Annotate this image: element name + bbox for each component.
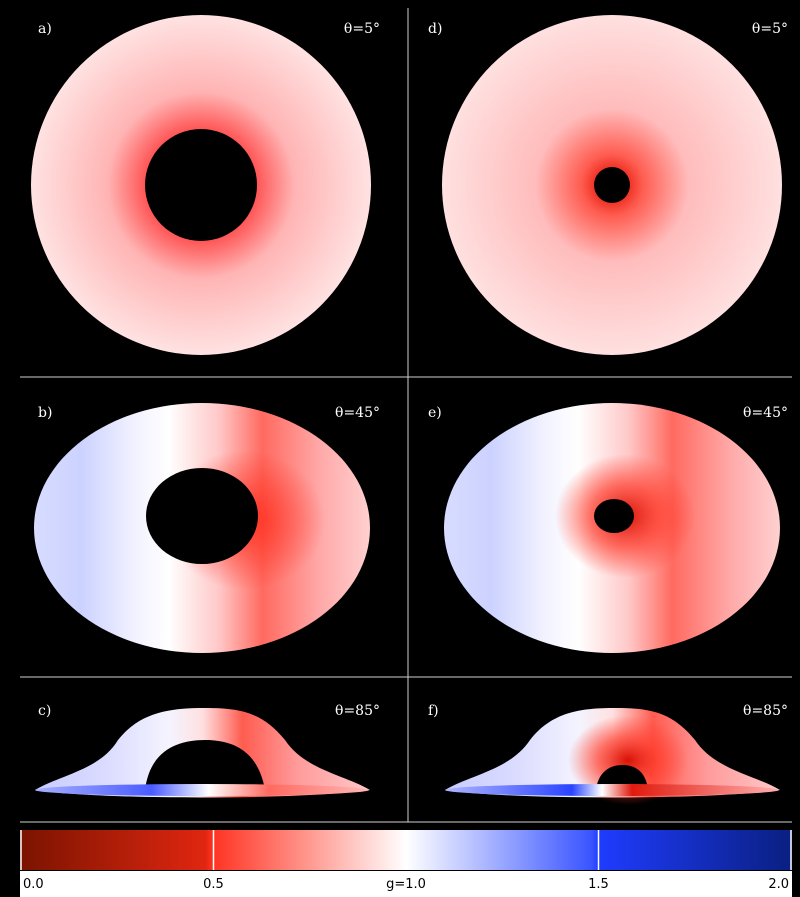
colorbar-tick-label: g=1.0 — [386, 877, 426, 892]
panel-e: e) θ=45° — [428, 403, 788, 653]
panel-f: f) θ=85° — [428, 703, 788, 805]
shadow-e — [594, 499, 634, 533]
angle-label-d: θ=5° — [752, 21, 788, 37]
shadow-f — [596, 765, 648, 790]
panel-d: d) θ=5° — [428, 15, 788, 355]
panel-label-b: b) — [38, 405, 52, 421]
panel-label-e: e) — [428, 405, 442, 421]
shadow-d — [594, 167, 630, 203]
panel-label-a: a) — [38, 21, 52, 37]
disk-plane-f — [445, 784, 779, 796]
panel-label-f: f) — [428, 703, 439, 719]
shadow-b — [146, 468, 258, 564]
grid-lines — [20, 8, 792, 823]
panel-c: c) θ=85° — [35, 703, 380, 798]
colorbar-tick-label: 0.0 — [23, 877, 44, 892]
panel-a: a) θ=5° — [31, 15, 380, 355]
colorbar-ticks: 0.0 0.5 g=1.0 1.5 2.0 — [20, 830, 792, 892]
angle-label-a: θ=5° — [344, 21, 380, 37]
colorbar-tick-label: 0.5 — [203, 877, 224, 892]
shadow-c — [145, 740, 265, 790]
angle-label-f: θ=85° — [743, 703, 788, 719]
panel-label-d: d) — [428, 21, 442, 37]
colorbar-tick-label: 1.5 — [588, 877, 609, 892]
colorbar: 0.0 0.5 g=1.0 1.5 2.0 — [20, 830, 792, 897]
colorbar-tick-label: 2.0 — [768, 877, 789, 892]
panel-b: b) θ=45° — [34, 403, 380, 653]
colorbar-label-strip — [20, 871, 792, 897]
shadow-a — [145, 129, 257, 241]
angle-label-e: θ=45° — [743, 405, 788, 421]
disk-plane-c — [35, 784, 369, 796]
angle-label-b: θ=45° — [335, 405, 380, 421]
panel-label-c: c) — [38, 703, 51, 719]
angle-label-c: θ=85° — [335, 703, 380, 719]
